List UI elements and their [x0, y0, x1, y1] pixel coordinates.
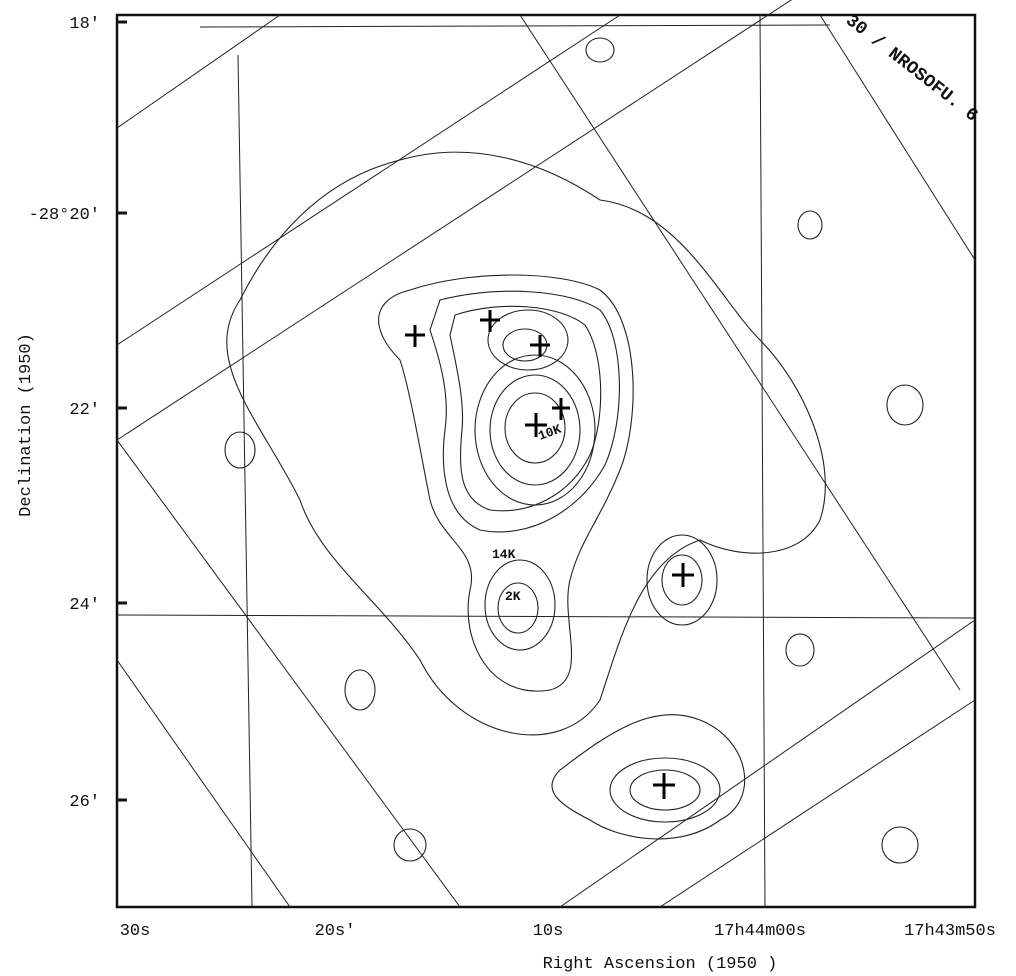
peak-crosses — [405, 310, 694, 799]
annotation: 14K — [492, 547, 516, 562]
y-tick-label: 22' — [69, 401, 100, 420]
y-tick-label: -28°20' — [29, 206, 100, 225]
annotation: 2K — [505, 589, 521, 604]
annotation: 30 / NROSOFU. 6 — [841, 11, 981, 127]
x-tick-label: 20s' — [315, 922, 356, 941]
y-axis-label: Declination (1950) — [17, 333, 36, 517]
y-tick-label: 26' — [69, 793, 100, 812]
y-tick-label: 24' — [69, 596, 100, 615]
x-axis-label: Right Ascension (1950 ) — [543, 955, 778, 974]
frame — [115, 0, 977, 909]
contours — [224, 37, 924, 864]
x-tick-label: 17h43m50s — [904, 922, 996, 941]
y-tick-label: 18' — [69, 15, 100, 34]
x-tick-label: 17h44m00s — [714, 922, 806, 941]
x-tick-label: 10s — [533, 922, 564, 941]
x-tick-label: 30s — [120, 922, 151, 941]
